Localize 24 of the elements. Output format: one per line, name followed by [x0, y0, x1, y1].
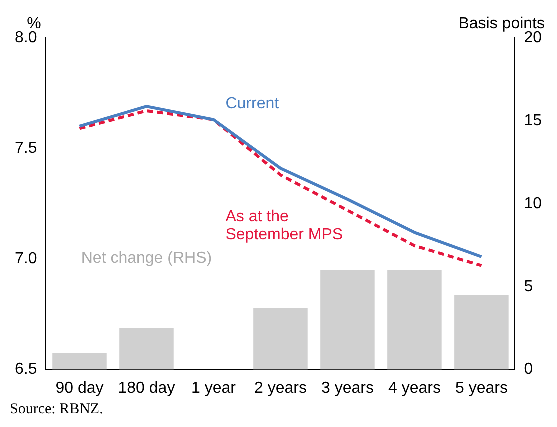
y2-tick-label: 10 [524, 195, 542, 212]
bar [254, 308, 308, 370]
y-tick-label: 7.5 [14, 140, 38, 158]
bar [320, 270, 375, 370]
bar [454, 295, 509, 370]
bar [52, 353, 107, 370]
x-tick-label: 5 years [455, 380, 508, 397]
text: Net change (RHS) [81, 250, 212, 268]
bar [120, 328, 174, 370]
y2-tick-label: 5 [524, 278, 534, 296]
series-label: As at the September MPS [226, 208, 344, 244]
x-tick-label: 180 day [118, 380, 176, 397]
x-tick-label: 4 years [388, 380, 441, 397]
x-tick-label: 3 years [321, 380, 374, 397]
x-tick-label: 1 year [191, 380, 237, 397]
y2-tick-label: 15 [524, 112, 542, 130]
y-tick-label: 7.0 [14, 250, 38, 268]
y2-tick-label: 0 [524, 361, 534, 378]
series-label: Current [226, 95, 280, 112]
x-tick-label: 90 day [56, 380, 104, 397]
source-note: Source: RBNZ. [10, 401, 104, 418]
bar [388, 270, 442, 370]
x-tick-label: 2 years [254, 380, 307, 397]
y-tick-label: 6.5 [14, 361, 38, 378]
